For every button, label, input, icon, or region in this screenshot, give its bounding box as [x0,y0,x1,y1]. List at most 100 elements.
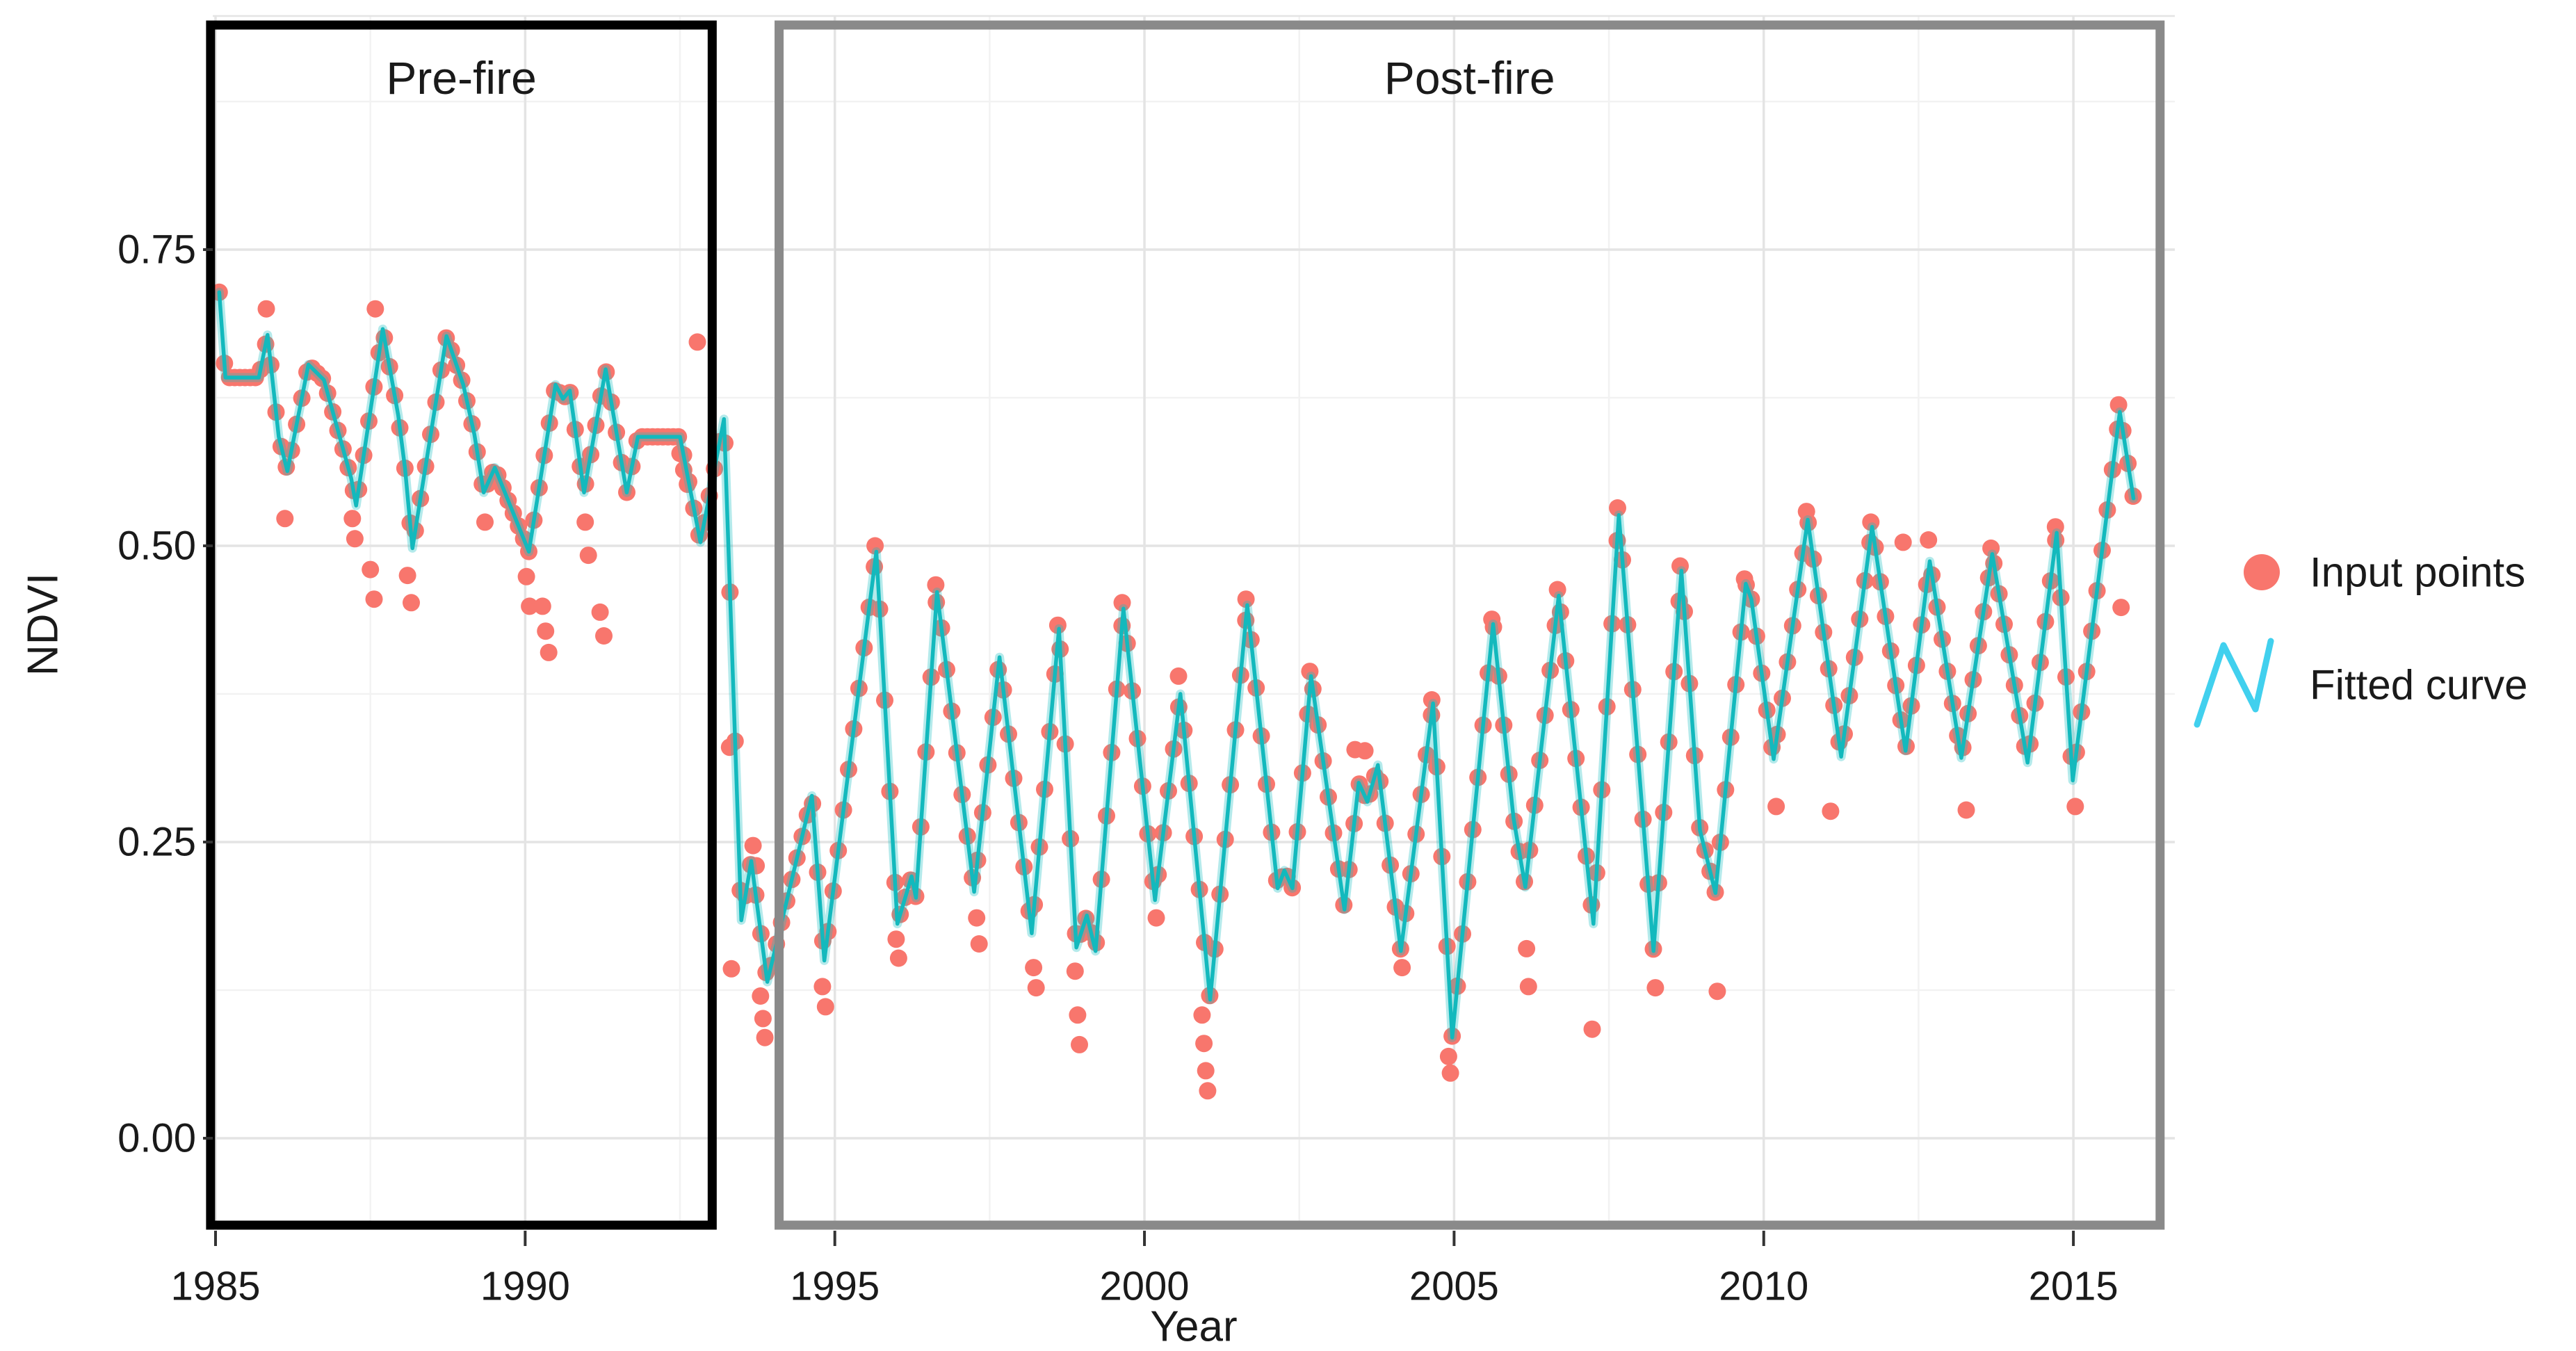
input-point-outlier [970,935,988,953]
postfire-box [775,20,2165,1230]
input-point-outlier [1048,616,1067,634]
input-point-outlier [1518,939,1536,957]
prefire-label: Pre-fire [386,52,536,104]
input-point-outlier [1071,1035,1088,1053]
input-point-outlier [1767,798,1785,816]
input-point-outlier [362,560,380,579]
axes: 1985 1990 1995 2000 2005 2010 2015 0.00 0.25 0.50… [19,227,2119,1351]
input-point-outlier [1199,1082,1217,1100]
input-point-outlier [579,547,597,565]
input-point-outlier [1822,802,1840,820]
input-point-outlier [887,930,905,948]
y-axis-title: NDVI [19,573,67,676]
input-point-outlier [1195,1035,1213,1053]
input-point-outlier [1519,978,1537,996]
input-point-outlier [1169,667,1188,685]
input-point-outlier [537,622,555,640]
fitted-curve [214,287,2138,1042]
legend-label-input-points: Input points [2310,549,2525,596]
input-point-outlier [1441,1064,1459,1082]
input-point-outlier [1237,590,1255,608]
input-point-outlier [1439,1047,1457,1065]
input-point-outlier [754,1010,772,1028]
y-tick-label: 0.75 [118,227,196,273]
input-point-outlier [366,300,384,318]
input-point-outlier [1193,1006,1211,1024]
input-point-outlier [1957,801,1975,819]
input-point-outlier [722,960,740,978]
y-tick-label: 0.25 [118,820,196,865]
input-point-outlier [1393,959,1411,977]
input-point-outlier [276,510,294,528]
input-point-outlier [2112,599,2130,617]
input-point-outlier [521,597,539,615]
input-point-outlier [1069,1006,1087,1024]
prefire-box [206,20,717,1230]
input-point-outlier [533,597,551,615]
x-tick-label: 2015 [2029,1264,2119,1309]
input-point-outlier [1113,594,1131,612]
input-point-outlier [756,1028,774,1046]
input-point-outlier [816,998,834,1016]
input-point-outlier [1735,570,1753,588]
legend: Input points Fitted curve [2194,549,2527,728]
input-point-outlier [1301,663,1319,681]
input-point-outlier [1483,610,1501,629]
input-point-outlier [1982,539,2000,557]
input-point-outlier [1025,959,1043,977]
x-tick-label: 1985 [170,1264,260,1309]
input-point-outlier [1583,1020,1601,1038]
fitted-curve-line [217,290,2136,1039]
x-axis-title: Year [1150,1303,1237,1348]
annotation-boxes: Pre-fire Post-fire [206,20,2165,1230]
postfire-label: Post-fire [1384,52,1555,104]
input-point-outlier [1356,742,1374,760]
input-point-outlier [927,576,945,594]
input-point-outlier [540,643,558,661]
input-point-outlier [968,909,986,927]
input-point-outlier [1027,979,1045,997]
y-tick-label: 0.50 [118,524,196,569]
input-point-outlier [1920,531,1938,549]
input-point-outlier [2046,518,2064,536]
input-point-outlier [1671,557,1689,575]
input-point-outlier [576,513,594,531]
input-point-outlier [2109,396,2128,414]
input-point-outlier [591,603,609,621]
input-point-outlier [1609,499,1626,517]
gridlines [213,15,2175,1226]
x-tick-label: 2005 [1409,1264,1499,1309]
input-point-outlier [752,987,770,1005]
input-point-outlier [257,300,275,318]
input-point-outlier [866,537,884,555]
input-point-outlier [1862,513,1880,531]
x-tick-label: 1995 [790,1264,880,1309]
input-point-outlier [744,836,762,855]
input-point-outlier [476,513,494,531]
input-point-outlier [343,510,362,528]
fitted-curve-halo [214,287,2138,1042]
input-point-outlier [1646,979,1664,997]
y-tick-label: 0.00 [118,1116,196,1161]
x-tick-label: 1990 [480,1264,570,1309]
legend-point-swatch [2244,554,2280,590]
input-point-outlier [688,333,706,351]
input-point-outlier [1797,503,1815,521]
x-tick-label: 2000 [1100,1264,1190,1309]
input-point-outlier [1197,1062,1215,1080]
input-point-outlier [403,594,420,612]
input-point-outlier [1894,533,1912,551]
input-point-outlier [1708,982,1726,1001]
input-point-outlier [1423,691,1441,709]
x-tick-label: 2010 [1719,1264,1808,1309]
legend-label-fitted-curve: Fitted curve [2310,662,2527,709]
input-point-outlier [1066,962,1084,980]
legend-line-swatch [2194,638,2274,728]
input-point-outlier [813,978,832,996]
input-point-outlier [1147,909,1165,927]
input-point-outlier [2066,798,2084,816]
input-point-outlier [365,590,383,608]
input-point-outlier [346,530,364,548]
